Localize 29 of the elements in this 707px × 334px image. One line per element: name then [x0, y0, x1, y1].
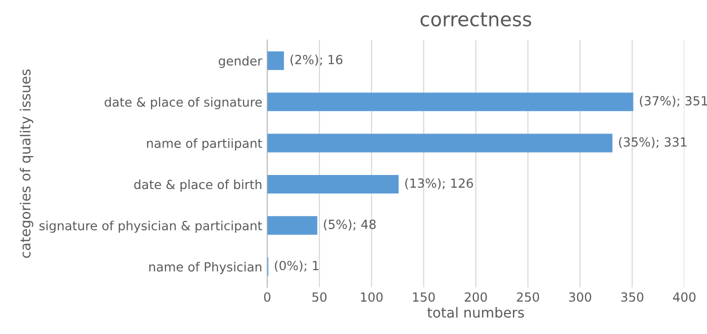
- data-label: (13%); 126: [405, 178, 473, 190]
- chart-title: correctness: [420, 12, 532, 26]
- bar: [267, 51, 284, 70]
- y-tick-label: date & place of signature: [104, 97, 262, 110]
- y-tick-label: gender: [218, 56, 262, 68]
- x-tick-label: 250: [516, 292, 540, 302]
- y-tick-label: signature of physician & participant: [39, 220, 262, 233]
- x-tick-label: 100: [360, 292, 383, 302]
- y-tick-label: name of Physician: [149, 262, 262, 274]
- x-tick-label: 350: [621, 292, 644, 302]
- data-label: (2%); 16: [290, 54, 342, 66]
- y-axis-title: categories of quality issues: [20, 69, 34, 258]
- data-label: (35%); 331: [619, 137, 686, 148]
- data-label: (37%); 351: [640, 96, 707, 107]
- bar: [267, 92, 634, 112]
- data-label: (5%); 48: [324, 219, 376, 231]
- x-tick-label: 300: [569, 292, 592, 302]
- bar: [267, 216, 318, 235]
- x-tick-label: 0: [264, 292, 270, 302]
- data-label: (0%); 1: [274, 260, 318, 272]
- x-tick-label: 200: [464, 292, 487, 302]
- x-axis-title: total numbers: [427, 306, 524, 318]
- x-tick-label: 150: [413, 292, 435, 302]
- bar: [267, 174, 399, 194]
- bar: [267, 134, 612, 152]
- y-tick-label: date & place of birth: [134, 180, 262, 192]
- x-tick-label: 50: [312, 292, 327, 302]
- x-tick-label: 400: [673, 292, 696, 302]
- y-tick-label: name of partiipant: [147, 138, 262, 150]
